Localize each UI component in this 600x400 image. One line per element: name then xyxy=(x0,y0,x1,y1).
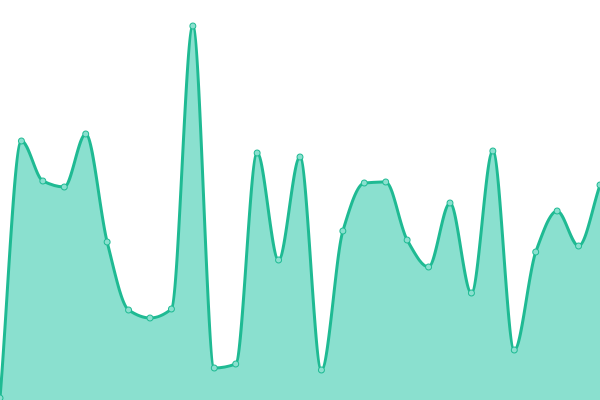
data-point-14 xyxy=(296,153,304,161)
data-point-21 xyxy=(446,199,454,207)
data-point-3 xyxy=(60,183,68,191)
data-point-22 xyxy=(467,289,475,297)
data-point-28 xyxy=(596,181,600,189)
data-point-23 xyxy=(489,147,497,155)
data-point-19 xyxy=(403,236,411,244)
data-point-8 xyxy=(167,305,175,313)
data-point-0 xyxy=(0,394,4,400)
data-point-13 xyxy=(275,256,283,264)
data-point-16 xyxy=(339,227,347,235)
data-point-17 xyxy=(360,179,368,187)
point-markers xyxy=(0,22,600,400)
data-point-10 xyxy=(210,364,218,372)
data-point-26 xyxy=(553,207,561,215)
data-point-1 xyxy=(17,137,25,145)
data-point-18 xyxy=(382,178,390,186)
data-point-24 xyxy=(510,346,518,354)
data-point-11 xyxy=(232,360,240,368)
data-point-12 xyxy=(253,149,261,157)
data-point-2 xyxy=(39,177,47,185)
data-point-25 xyxy=(532,248,540,256)
data-point-5 xyxy=(103,238,111,246)
data-point-27 xyxy=(575,242,583,250)
data-point-20 xyxy=(425,263,433,271)
data-point-6 xyxy=(125,306,133,314)
data-point-4 xyxy=(82,130,90,138)
data-point-15 xyxy=(317,366,325,374)
area-fill xyxy=(0,26,600,400)
data-point-7 xyxy=(146,314,154,322)
data-point-9 xyxy=(189,22,197,30)
